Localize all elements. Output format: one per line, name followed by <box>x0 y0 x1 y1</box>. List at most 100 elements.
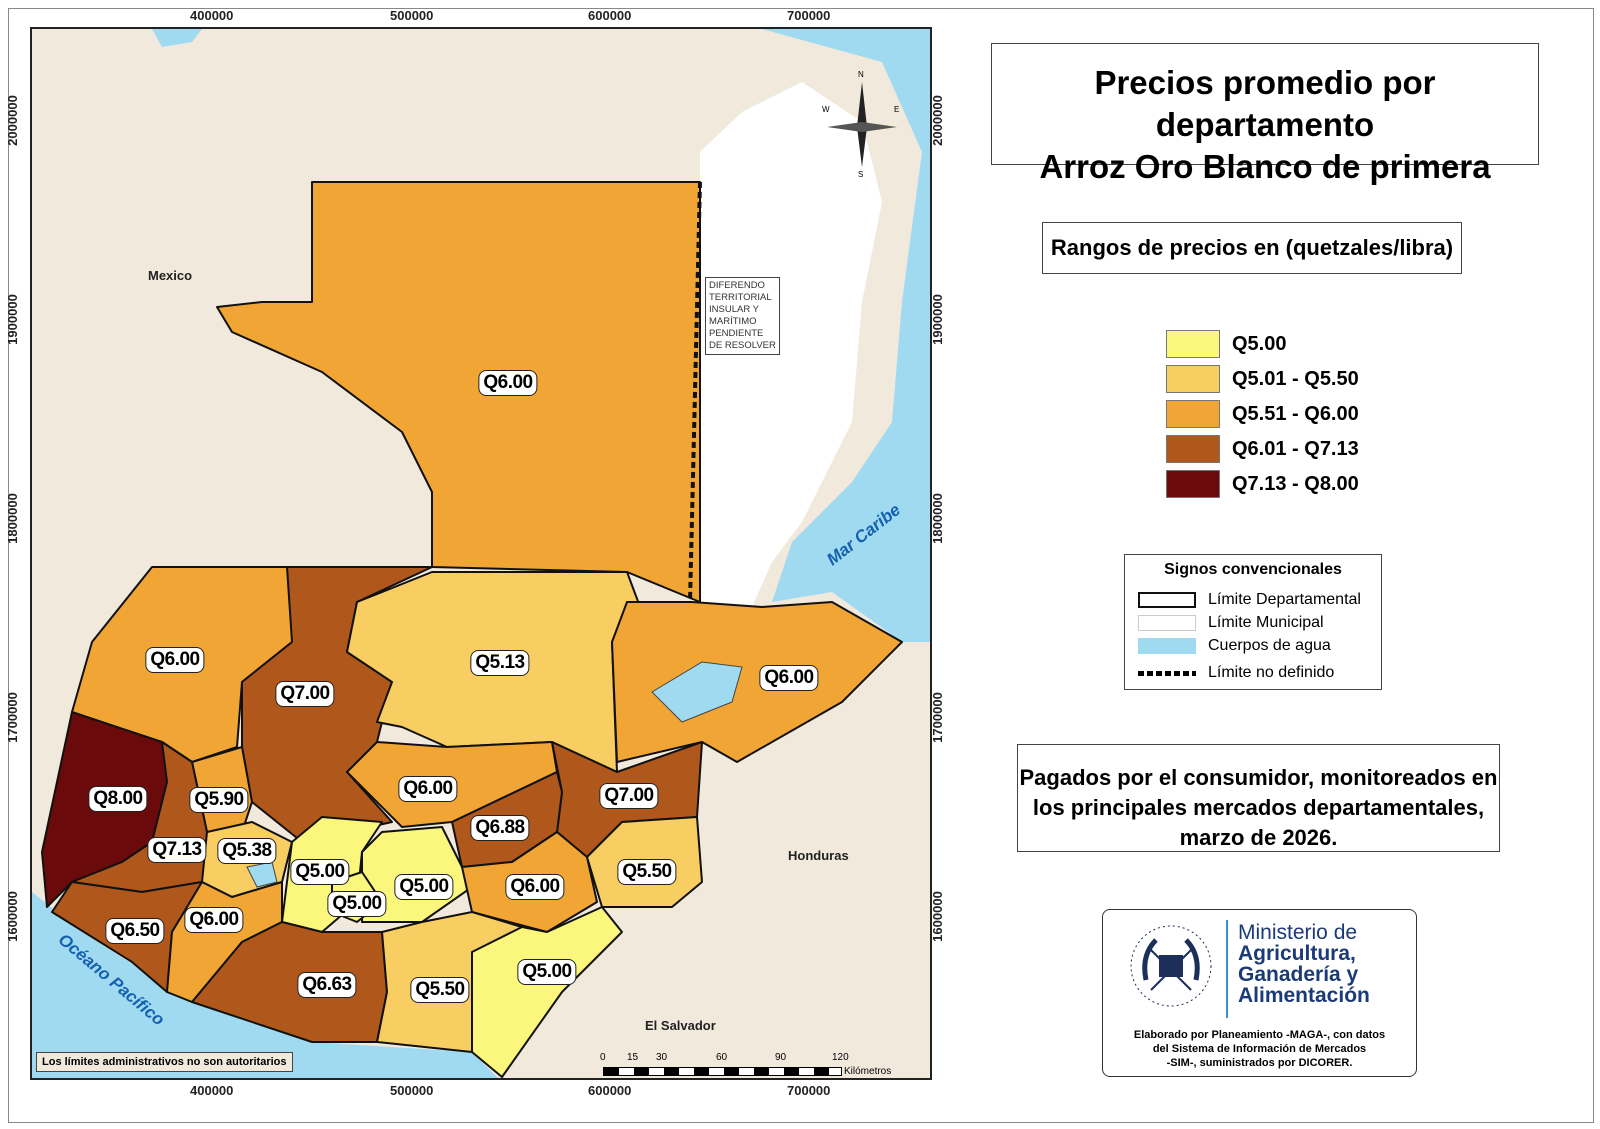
signos-box: Signos convencionales <box>1124 554 1382 690</box>
x-tick-bottom: 500000 <box>390 1083 434 1098</box>
dispute-line: DIFERENDO <box>709 280 765 291</box>
scale-bar: 0 15 30 60 90 120 Kilómetros <box>600 1052 900 1078</box>
water-body <box>152 29 202 47</box>
x-tick-top: 700000 <box>787 8 831 23</box>
east-letter: E <box>894 105 899 114</box>
y-tick-right: 1900000 <box>929 294 945 345</box>
x-tick-top: 600000 <box>588 8 632 23</box>
dispute-line: MARÍTIMO <box>709 316 757 327</box>
place-el-salvador: El Salvador <box>645 1018 716 1033</box>
ministry-line: Agricultura, <box>1238 942 1356 965</box>
disclaimer: Los límites administrativos no son autor… <box>36 1052 293 1072</box>
price-label-santa-rosa: Q5.50 <box>410 977 470 1003</box>
y-tick-right: 1600000 <box>929 891 945 942</box>
legend-label: Q5.01 - Q5.50 <box>1232 367 1359 390</box>
price-label-jalapa: Q6.00 <box>505 874 565 900</box>
title-line: Arroz Oro Blanco de primera <box>1039 148 1491 185</box>
price-label-chimaltenango: Q5.00 <box>290 859 350 885</box>
place-honduras: Honduras <box>788 848 849 863</box>
legend-item: Q6.01 - Q7.13 <box>1166 435 1359 463</box>
legend-item: Q5.00 <box>1166 330 1286 358</box>
legend-label: Q5.00 <box>1232 332 1287 355</box>
signos-heading: Signos convencionales <box>1164 561 1342 578</box>
price-label-retalhuleu: Q6.50 <box>105 918 165 944</box>
dispute-line: TERRITORIAL <box>709 292 772 303</box>
price-label-quetzaltenango: Q7.13 <box>147 837 207 863</box>
y-tick-left: 2000000 <box>4 95 20 146</box>
x-tick-bottom: 700000 <box>787 1083 831 1098</box>
legend-heading: Rangos de precios en (quetzales/libra) <box>1042 222 1462 274</box>
signo-limite-departamental: Límite Departamental <box>1138 591 1361 609</box>
price-label-totonicapan: Q5.90 <box>189 787 249 813</box>
signo-cuerpos-agua: Cuerpos de agua <box>1138 637 1331 655</box>
ministry-line: Alimentación <box>1238 984 1370 1007</box>
note-line: los principales mercados departamentales… <box>1032 795 1485 820</box>
map-canvas <box>32 29 930 1078</box>
price-label-suchitepequez: Q6.00 <box>184 907 244 933</box>
dispute-note: DIFERENDO TERRITORIAL INSULAR Y MARÍTIMO… <box>705 277 780 355</box>
ministry-line: Ganadería y <box>1238 963 1359 986</box>
undefined-boundary <box>688 181 702 603</box>
department-izabal <box>611 601 903 763</box>
ministry-name: Ministerio de Agricultura, Ganadería y A… <box>1238 922 1370 1006</box>
department-jutiapa <box>471 906 623 1078</box>
price-label-escuintla: Q6.63 <box>297 972 357 998</box>
title-line: Precios promedio por departamento <box>1094 64 1436 143</box>
y-tick-left: 1600000 <box>4 891 20 942</box>
price-label-sacatepequez: Q5.00 <box>327 891 387 917</box>
map-frame: N S E W <box>30 27 932 1080</box>
dispute-line: PENDIENTE <box>709 328 764 339</box>
outer-frame <box>8 8 1594 1123</box>
legend-swatch <box>1166 470 1220 498</box>
credit-line: Elaborado por Planeamiento -MAGA-, con d… <box>1133 1029 1386 1041</box>
scale-label: 0 <box>600 1052 606 1063</box>
north-letter: N <box>858 70 864 79</box>
price-label-guatemala: Q5.00 <box>394 874 454 900</box>
west-letter: W <box>822 105 830 114</box>
scale-label: 30 <box>656 1052 668 1063</box>
price-label-alta-verapaz: Q5.13 <box>470 650 530 676</box>
price-label-jutiapa: Q5.00 <box>517 959 577 985</box>
note-line: marzo de 2026. <box>1179 825 1338 850</box>
map-title: Precios promedio por departamento Arroz … <box>991 43 1539 185</box>
north-arrow-icon: N S E W <box>822 70 899 179</box>
y-tick-left: 1700000 <box>4 692 20 743</box>
ministry-line: Ministerio de <box>1238 921 1358 944</box>
legend-item: Q7.13 - Q8.00 <box>1166 470 1359 498</box>
price-label-san-marcos: Q8.00 <box>88 786 148 812</box>
signo-label: Cuerpos de agua <box>1208 637 1331 654</box>
price-label-quiche: Q7.00 <box>275 681 335 707</box>
y-tick-right: 2000000 <box>929 95 945 146</box>
price-label-huehuetenango: Q6.00 <box>145 647 205 673</box>
scale-label: 15 <box>627 1052 639 1063</box>
signo-limite-no-definido: Límite no definido <box>1138 664 1334 682</box>
south-letter: S <box>858 170 863 179</box>
signo-label: Límite no definido <box>1208 664 1335 681</box>
belize <box>692 82 882 607</box>
x-tick-bottom: 400000 <box>190 1083 234 1098</box>
legend-swatch <box>1166 330 1220 358</box>
dispute-line: INSULAR Y <box>709 304 759 315</box>
price-label-solola: Q5.38 <box>217 838 277 864</box>
scale-label: 60 <box>716 1052 728 1063</box>
credits: Elaborado por Planeamiento -MAGA-, con d… <box>1103 1028 1416 1070</box>
signo-limite-municipal: Límite Municipal <box>1138 614 1324 632</box>
note-line: Pagados por el consumidor, monitoreados … <box>1019 765 1498 790</box>
signo-label: Límite Departamental <box>1208 591 1361 608</box>
credit-line: -SIM-, suministrados por DICORER. <box>1166 1057 1353 1069</box>
caribbean-sea <box>762 29 930 642</box>
legend-swatch <box>1166 435 1220 463</box>
price-label-el-progreso: Q6.88 <box>470 815 530 841</box>
dispute-line: DE RESOLVER <box>709 340 776 351</box>
price-label-izabal: Q6.00 <box>759 665 819 691</box>
y-tick-right: 1800000 <box>929 493 945 544</box>
scale-unit: Kilómetros <box>844 1066 892 1077</box>
price-label-baja-verapaz: Q6.00 <box>398 776 458 802</box>
x-tick-top: 500000 <box>390 8 434 23</box>
price-label-chiquimula: Q5.50 <box>617 859 677 885</box>
lake-izabal <box>651 661 743 723</box>
place-mexico: Mexico <box>148 268 193 283</box>
legend-swatch <box>1166 365 1220 393</box>
legend-item: Q5.01 - Q5.50 <box>1166 365 1359 393</box>
